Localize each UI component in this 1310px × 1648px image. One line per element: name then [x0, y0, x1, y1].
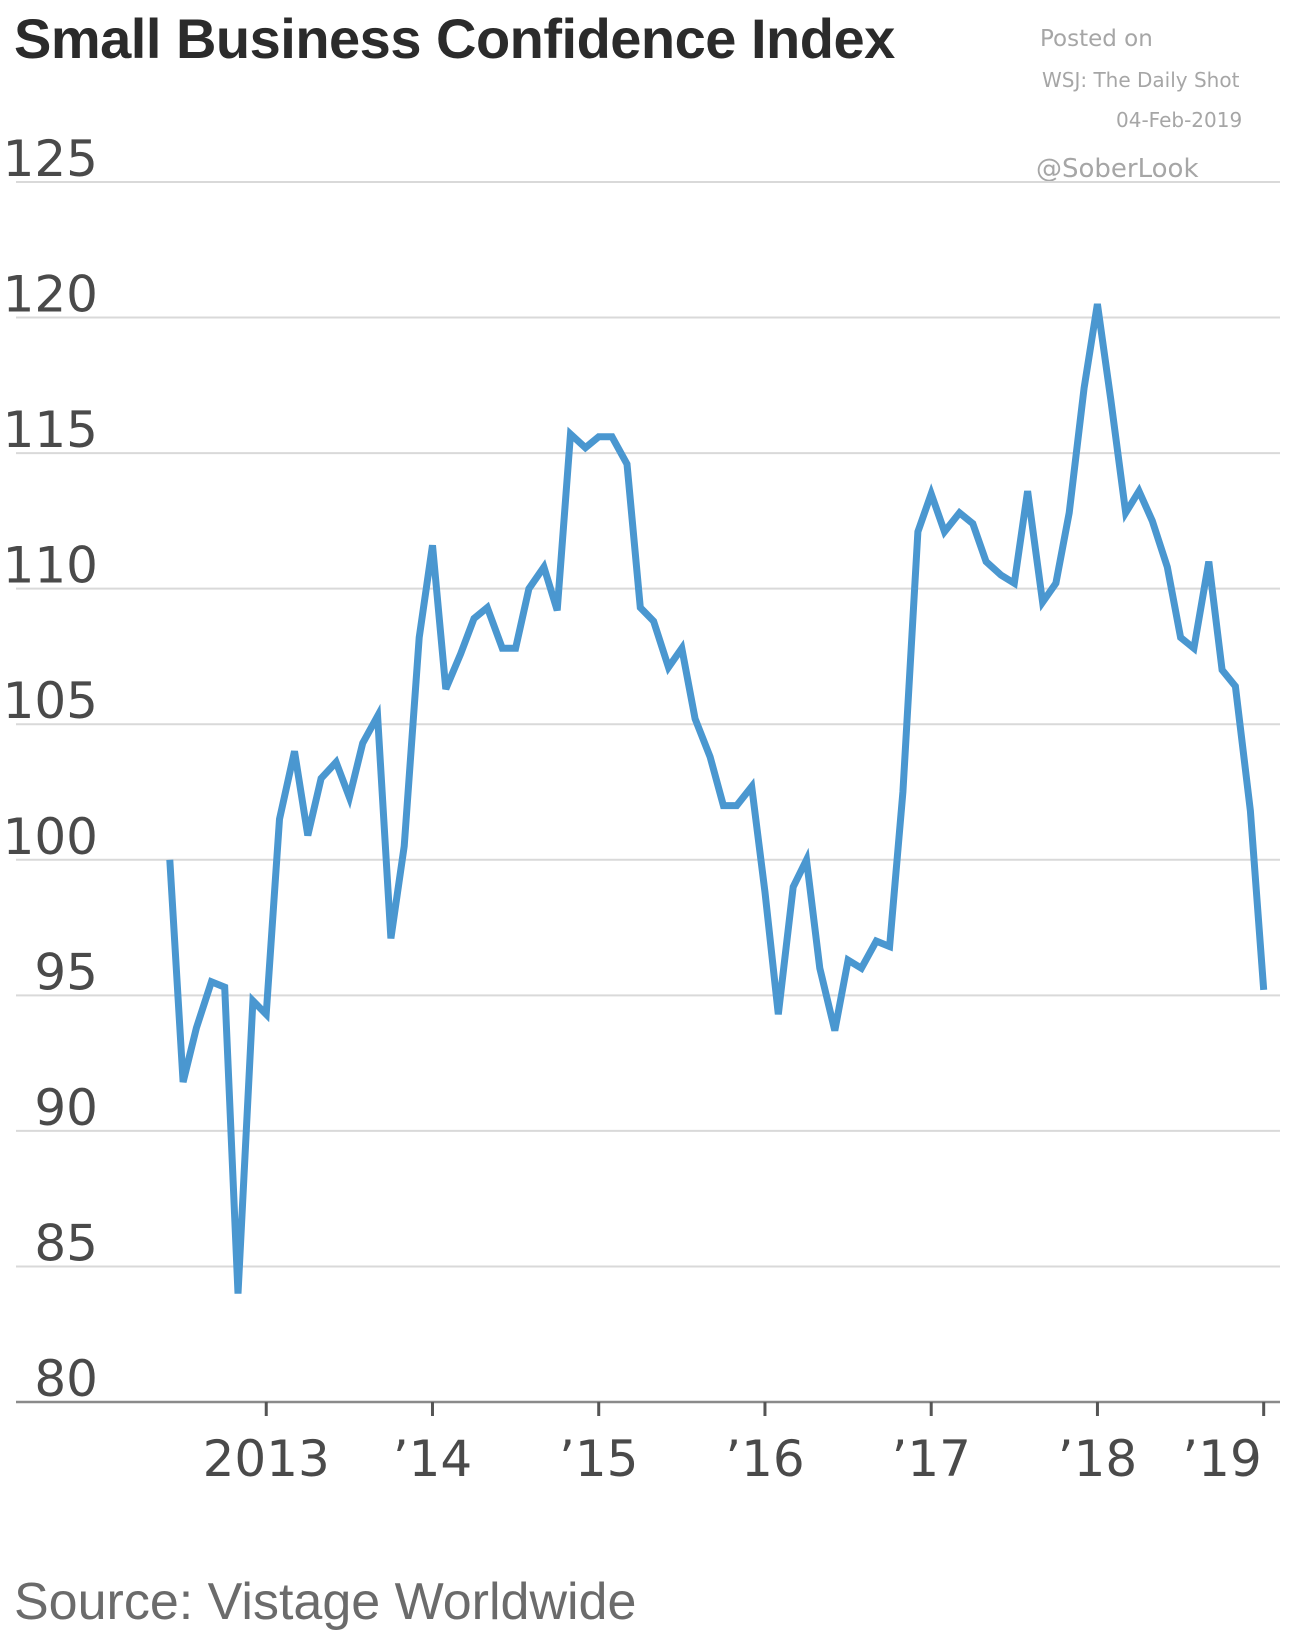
watermark-publication: WSJ: The Daily Shot [1042, 68, 1240, 92]
series-layer [166, 303, 1268, 1294]
y-tick-label: 115 [3, 401, 98, 459]
y-tick-label: 80 [34, 1350, 98, 1408]
source-note: Source: Vistage Worldwide [14, 1573, 637, 1631]
y-tick-label: 90 [34, 1079, 98, 1137]
x-tick-label: ’16 [725, 1430, 805, 1488]
chart-title: Small Business Confidence Index [14, 7, 895, 70]
y-tick-label: 120 [3, 266, 98, 324]
watermark-posted: Posted on [1040, 26, 1153, 52]
y-axis-tick-labels: 125 120 115 110 105 100 95 90 85 80 [3, 130, 98, 1408]
x-tick-label: ’14 [393, 1430, 473, 1488]
x-tick-label: ’17 [891, 1430, 971, 1488]
y-tick-label: 85 [34, 1214, 98, 1272]
series-line [166, 303, 1268, 1294]
y-tick-label: 125 [3, 130, 98, 188]
x-tick-label: ’18 [1058, 1430, 1138, 1488]
x-tick-label: ’19 [1182, 1430, 1262, 1488]
y-tick-label: 110 [3, 537, 98, 595]
x-tick-label: ’15 [559, 1430, 639, 1488]
y-tick-label: 105 [3, 672, 98, 730]
watermark-date: 04-Feb-2019 [1116, 108, 1243, 132]
y-tick-label: 95 [34, 943, 98, 1001]
x-axis: 2013 ’14 ’15 ’16 ’17 ’18 ’19 [16, 1400, 1280, 1488]
watermark-handle: @SoberLook [1036, 154, 1199, 184]
y-tick-label: 100 [3, 808, 98, 866]
x-tick-label: 2013 [203, 1430, 330, 1488]
